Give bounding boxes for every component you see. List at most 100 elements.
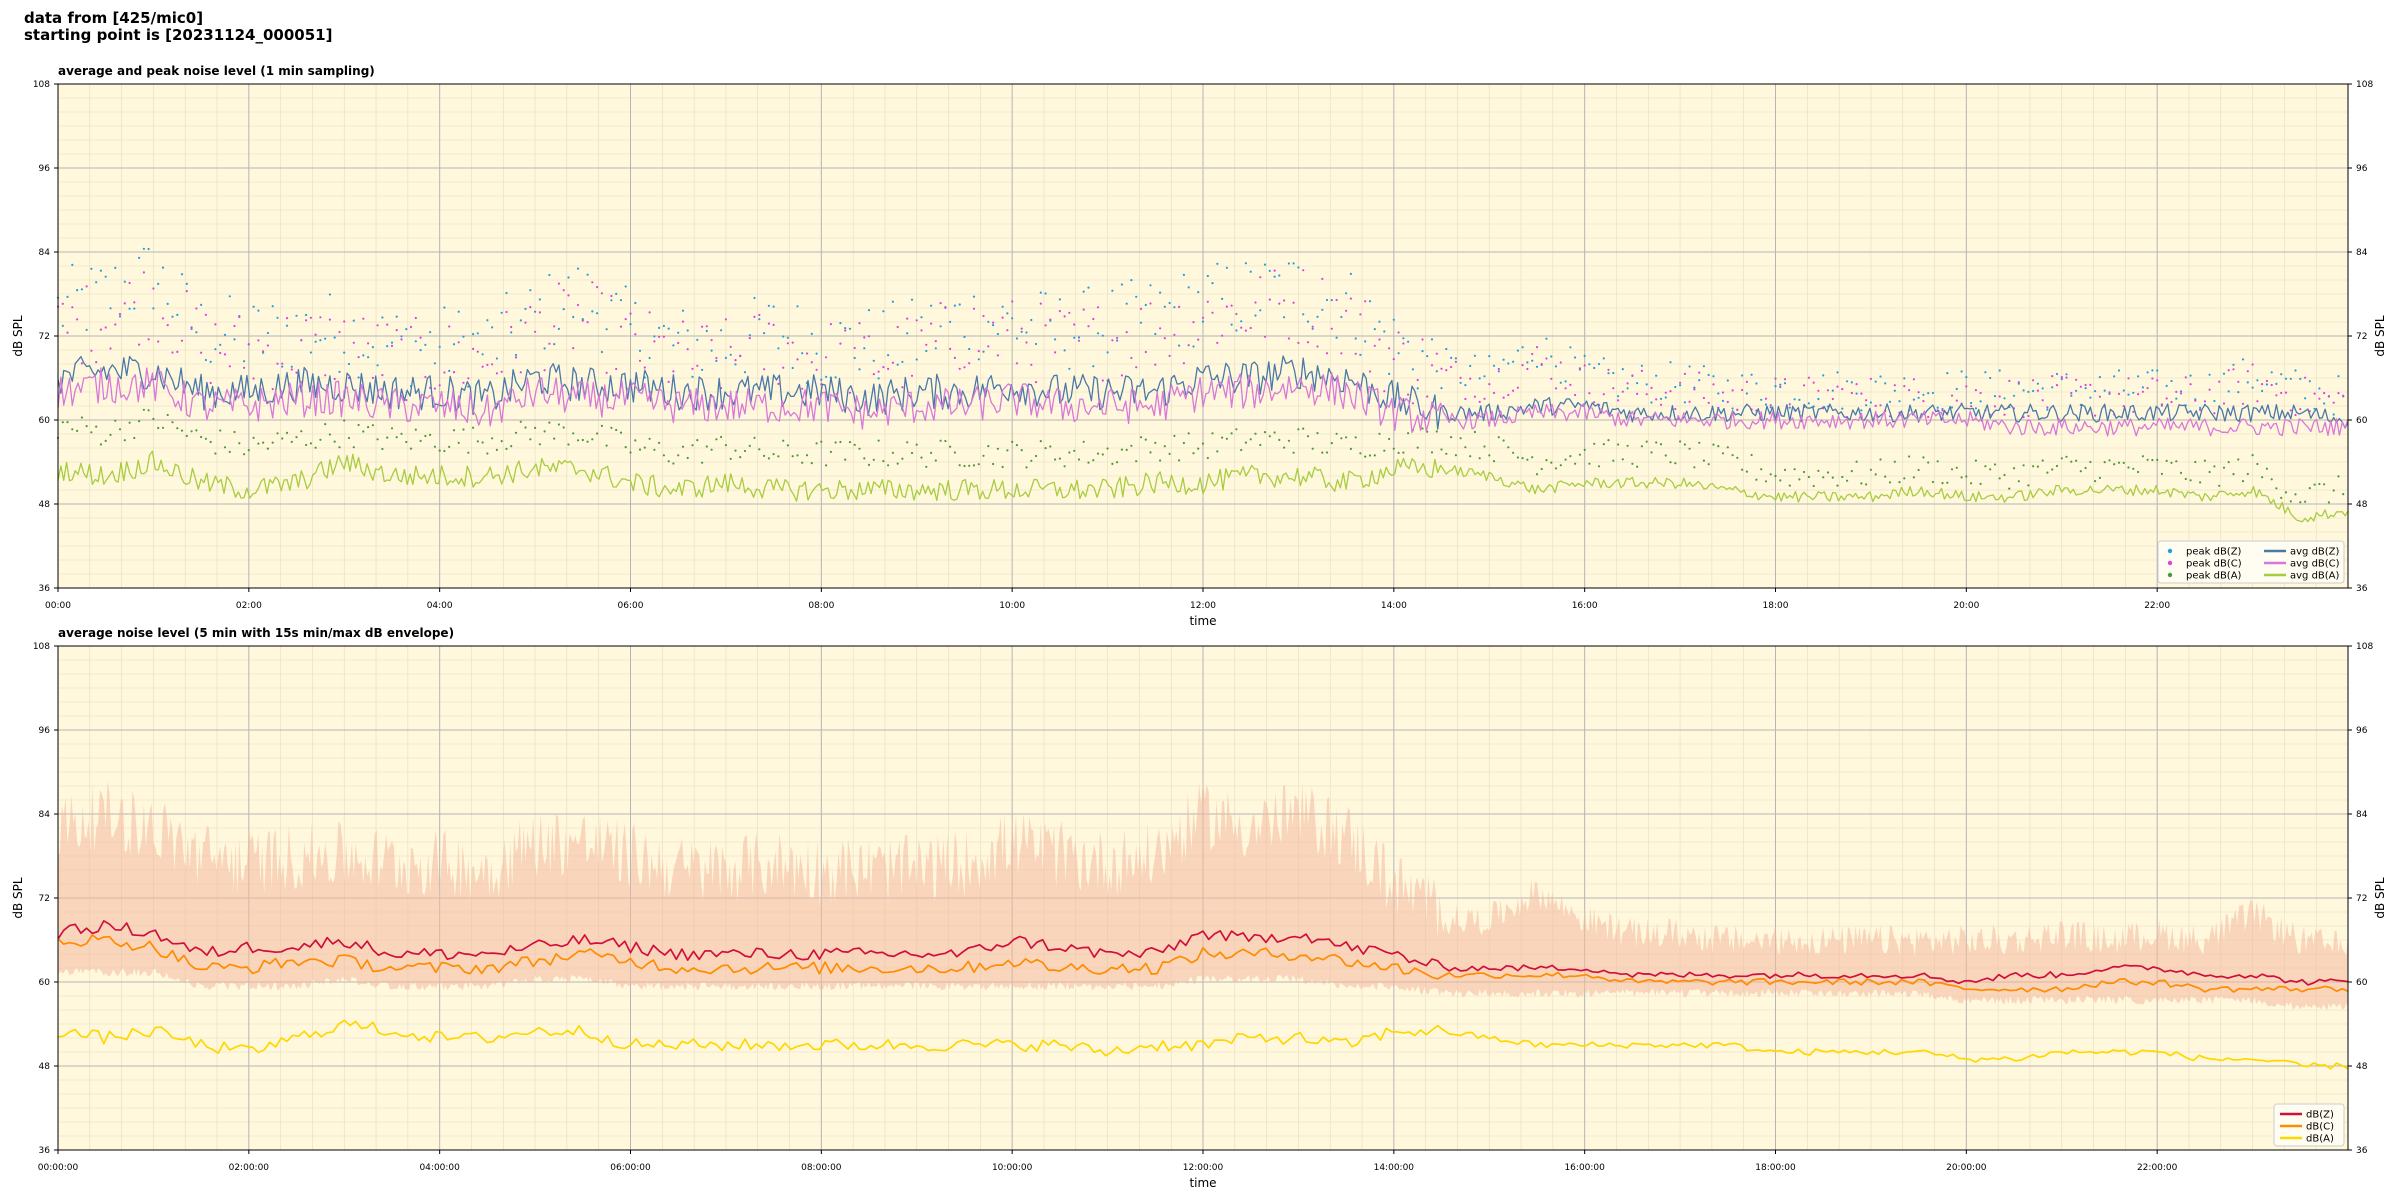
data-point: [1545, 357, 1548, 360]
data-point: [653, 340, 656, 343]
x-tick-label: 18:00:00: [1755, 1163, 1796, 1173]
data-point: [486, 363, 489, 366]
data-point: [1884, 382, 1887, 385]
data-point: [1445, 369, 1448, 372]
data-point: [1688, 400, 1691, 403]
data-point: [1574, 356, 1577, 359]
data-point: [2103, 461, 2106, 464]
data-point: [419, 439, 422, 442]
data-point: [1077, 458, 1081, 461]
data-point: [1812, 484, 1815, 488]
data-point: [1292, 451, 1295, 454]
y-tick-label: 72: [39, 894, 50, 904]
data-point: [1659, 403, 1663, 406]
data-point: [1034, 381, 1038, 384]
data-point: [328, 293, 331, 296]
data-point: [1015, 362, 1019, 365]
data-point: [1903, 385, 1906, 388]
data-point: [1082, 440, 1085, 443]
data-point: [510, 331, 513, 334]
data-point: [2060, 376, 2063, 379]
data-point: [1669, 390, 1672, 393]
data-point: [624, 318, 627, 321]
data-point: [1731, 389, 1734, 392]
y-tick-label-right: 84: [2356, 248, 2368, 258]
data-point: [352, 446, 355, 449]
data-point: [524, 321, 527, 324]
data-point: [1020, 327, 1023, 330]
data-point: [1139, 436, 1143, 439]
data-point: [1869, 377, 1872, 380]
data-point: [524, 426, 527, 429]
data-point: [405, 328, 408, 331]
data-point: [2175, 460, 2178, 463]
data-point: [1368, 454, 1372, 457]
data-point: [1788, 406, 1791, 409]
data-point: [1345, 309, 1348, 312]
data-point: [1359, 353, 1362, 356]
data-point: [2241, 358, 2245, 361]
data-point: [2041, 399, 2044, 402]
data-point: [1640, 369, 1643, 372]
data-point: [176, 350, 179, 353]
data-point: [1025, 331, 1028, 334]
data-point: [362, 317, 365, 320]
data-point: [543, 347, 546, 350]
data-point: [1034, 342, 1038, 346]
data-point: [1979, 400, 1982, 403]
data-point: [2165, 459, 2168, 462]
data-point: [1888, 481, 1892, 484]
data-point: [252, 436, 255, 439]
data-point: [1068, 367, 1071, 370]
data-point: [958, 464, 961, 467]
data-point: [390, 427, 394, 430]
data-point: [729, 345, 732, 348]
data-point: [863, 336, 866, 339]
data-point: [495, 372, 498, 375]
data-point: [2313, 407, 2316, 410]
data-point: [758, 318, 761, 321]
data-point: [2184, 477, 2187, 481]
data-point: [1034, 454, 1038, 458]
data-point: [1011, 440, 1014, 443]
data-point: [180, 429, 184, 432]
x-tick-label: 10:00: [999, 601, 1025, 611]
data-point: [80, 288, 83, 291]
data-point: [758, 448, 761, 451]
data-point: [1860, 482, 1863, 485]
data-point: [1030, 459, 1033, 462]
y-tick-label-right: 36: [2356, 584, 2368, 594]
data-point: [271, 441, 274, 444]
data-point: [2227, 390, 2230, 393]
data-point: [233, 430, 236, 434]
data-point: [677, 341, 680, 345]
data-point: [1244, 329, 1247, 332]
data-point: [1974, 389, 1977, 392]
data-point: [1831, 476, 1834, 479]
data-point: [190, 327, 193, 331]
data-point: [920, 456, 923, 459]
data-point: [386, 323, 389, 326]
data-point: [1349, 272, 1352, 275]
data-point: [1001, 316, 1004, 319]
data-point: [1435, 370, 1438, 373]
data-point: [467, 385, 470, 388]
data-point: [1602, 443, 1605, 446]
data-point: [2332, 401, 2335, 404]
data-point: [930, 451, 933, 454]
data-point: [519, 319, 522, 322]
data-point: [1306, 341, 1310, 344]
data-point: [328, 433, 331, 436]
data-point: [844, 327, 847, 330]
data-point: [1187, 286, 1190, 289]
data-point: [1316, 432, 1319, 435]
data-point: [767, 304, 771, 307]
y-axis-label: dB SPL: [11, 877, 25, 919]
data-point: [2094, 480, 2097, 483]
data-point: [1707, 401, 1710, 404]
data-point: [118, 313, 122, 316]
data-point: [648, 356, 651, 360]
data-point: [1430, 338, 1434, 341]
data-point: [1149, 451, 1152, 454]
data-point: [2237, 380, 2240, 383]
